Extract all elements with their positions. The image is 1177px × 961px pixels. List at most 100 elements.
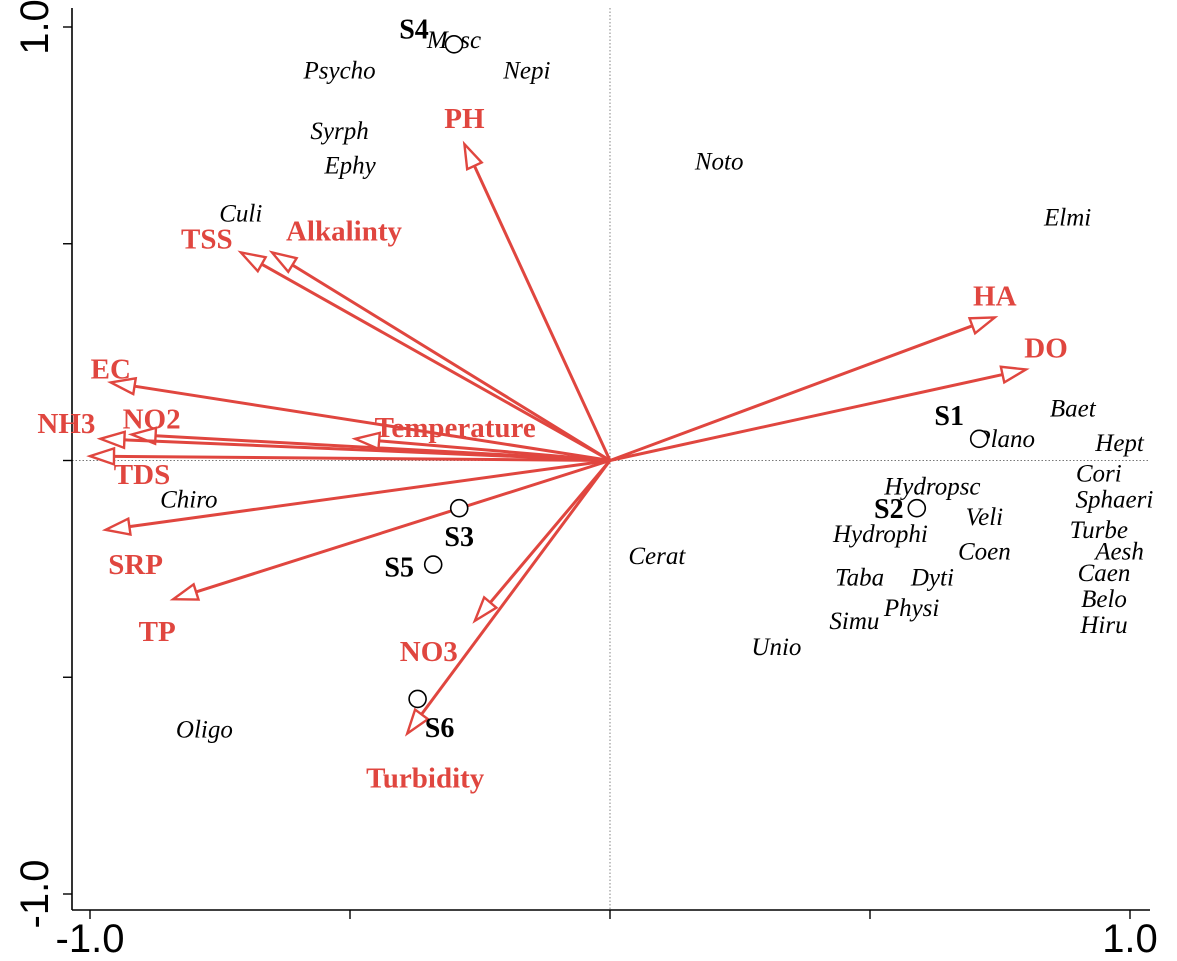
env-arrow-shaft-turbidity: [420, 459, 612, 716]
site-points: S1 S2 S3 S4 S5 S6: [384, 14, 989, 744]
env-arrow-srp: SRP: [101, 459, 611, 581]
axes: -1.0 1.0 1.0 -1.0: [13, 0, 1158, 961]
site-label-s5: S5: [384, 553, 414, 584]
species-label-coen: Coen: [958, 539, 1011, 566]
site-marker-s4: [444, 35, 464, 54]
env-arrow-head-alkalinty: [268, 250, 299, 274]
env-arrow-head-turbidity: [404, 707, 430, 737]
env-arrow-shaft-tp: [195, 459, 611, 594]
env-label-no2: NO2: [123, 403, 181, 435]
species-label-syrph: Syrph: [310, 118, 368, 145]
species-label-cori: Cori: [1076, 461, 1122, 488]
species-label-aesh: Aesh: [1093, 539, 1144, 566]
env-arrow-no3: NO3: [400, 459, 612, 668]
env-label-temperature: Temperature: [375, 412, 536, 444]
env-arrow-temperature: Temperature: [351, 412, 611, 462]
species-label-nepi: Nepi: [502, 57, 550, 84]
species-label-caen: Caen: [1078, 560, 1131, 587]
env-arrow-alkalinty: Alkalinty: [268, 215, 611, 462]
env-arrow-ec: EC: [91, 353, 611, 462]
env-label-alkalinty: Alkalinty: [286, 215, 403, 247]
site-label-s6: S6: [425, 713, 455, 744]
env-arrow-nh3: NH3: [37, 408, 611, 462]
site-marker-s5: [423, 555, 443, 574]
species-label-veli: Veli: [966, 504, 1004, 531]
species-label-oligo: Oligo: [176, 716, 233, 743]
site-label-s3: S3: [444, 522, 474, 553]
y-tick-label-min: -1.0: [13, 860, 57, 929]
species-label-belo: Belo: [1081, 586, 1127, 613]
env-label-ph: PH: [444, 103, 485, 135]
site-s1: S1: [934, 401, 989, 449]
env-arrow-head-ec: [107, 376, 138, 396]
env-arrow-tds: TDS: [86, 446, 611, 491]
species-label-ephy: Ephy: [323, 153, 376, 180]
env-arrow-head-do: [999, 365, 1030, 385]
env-arrow-turbidity: Turbidity: [366, 459, 612, 795]
species-label-hydropsc: Hydropsc: [883, 474, 980, 501]
env-arrow-head-tp: [169, 582, 201, 601]
env-arrow-head-nh3: [96, 430, 126, 450]
site-marker-s6: [408, 689, 427, 709]
env-arrow-head-temperature: [351, 431, 382, 451]
env-arrow-shaft-ec: [134, 384, 611, 462]
env-arrow-shaft-nh3: [124, 438, 611, 462]
env-arrow-no2: NO2: [123, 403, 611, 462]
env-label-ha: HA: [973, 280, 1017, 312]
env-arrow-do: DO: [609, 332, 1068, 462]
site-marker-s2: [907, 498, 927, 518]
species-label-physi: Physi: [883, 595, 940, 622]
species-label-sphaeri: Sphaeri: [1076, 487, 1154, 514]
site-s4: S4: [399, 14, 464, 54]
site-label-s1: S1: [934, 401, 964, 432]
species-label-culi: Culi: [219, 200, 262, 227]
env-label-tp: TP: [139, 616, 176, 648]
species-label-chiro: Chiro: [160, 487, 217, 514]
site-s5: S5: [384, 553, 443, 584]
env-arrow-shaft-ph: [473, 165, 612, 462]
env-arrow-head-ph: [462, 140, 484, 171]
env-arrow-head-no3: [472, 595, 499, 624]
env-arrow-shaft-no3: [489, 459, 612, 604]
env-arrow-tss: TSS: [181, 223, 611, 462]
x-tick-label-min: -1.0: [56, 917, 125, 961]
species-label-cerat: Cerat: [628, 543, 686, 570]
species-label-turbe: Turbe: [1070, 517, 1128, 544]
env-arrow-shaft-tds: [113, 454, 611, 462]
env-arrow-head-tss: [237, 250, 268, 274]
site-label-s2: S2: [874, 494, 904, 525]
site-s6: S6: [408, 689, 455, 744]
env-label-tds: TDS: [114, 459, 170, 491]
env-arrow-ph: PH: [444, 103, 612, 462]
env-arrow-head-tds: [86, 446, 116, 467]
site-s2: S2: [874, 494, 927, 525]
env-arrow-shaft-temperature: [378, 439, 611, 462]
env-arrow-shaft-srp: [129, 459, 611, 529]
env-label-srp: SRP: [108, 549, 163, 581]
species-label-taba: Taba: [835, 565, 884, 592]
species-label-baet: Baet: [1050, 395, 1097, 422]
species-label-hydrophi: Hydrophi: [832, 521, 928, 548]
env-label-do: DO: [1024, 332, 1068, 364]
species-label-noto: Noto: [694, 148, 744, 175]
env-arrow-ha: HA: [609, 280, 1017, 462]
env-label-no3: NO3: [400, 636, 458, 668]
env-arrow-head-srp: [101, 516, 132, 537]
x-tick-label-max: 1.0: [1102, 917, 1158, 961]
env-arrow-shaft-do: [609, 373, 1003, 462]
species-label-dyti: Dyti: [910, 565, 954, 592]
species-label-hiru: Hiru: [1079, 612, 1127, 639]
species-label-simu: Simu: [829, 608, 879, 635]
axis-ticks: [63, 26, 1131, 919]
y-tick-label-max: 1.0: [13, 0, 57, 55]
env-label-nh3: NH3: [37, 408, 95, 440]
env-label-turbidity: Turbidity: [366, 763, 485, 795]
env-arrow-tp: TP: [139, 459, 611, 648]
env-label-tss: TSS: [181, 223, 233, 255]
species-labels: MuscPsychoNepiSyrphEphyNotoCuliElmiBaetP…: [160, 27, 1153, 743]
species-label-elmi: Elmi: [1043, 205, 1091, 232]
site-marker-s3: [449, 498, 469, 518]
env-arrow-head-ha: [967, 316, 999, 336]
